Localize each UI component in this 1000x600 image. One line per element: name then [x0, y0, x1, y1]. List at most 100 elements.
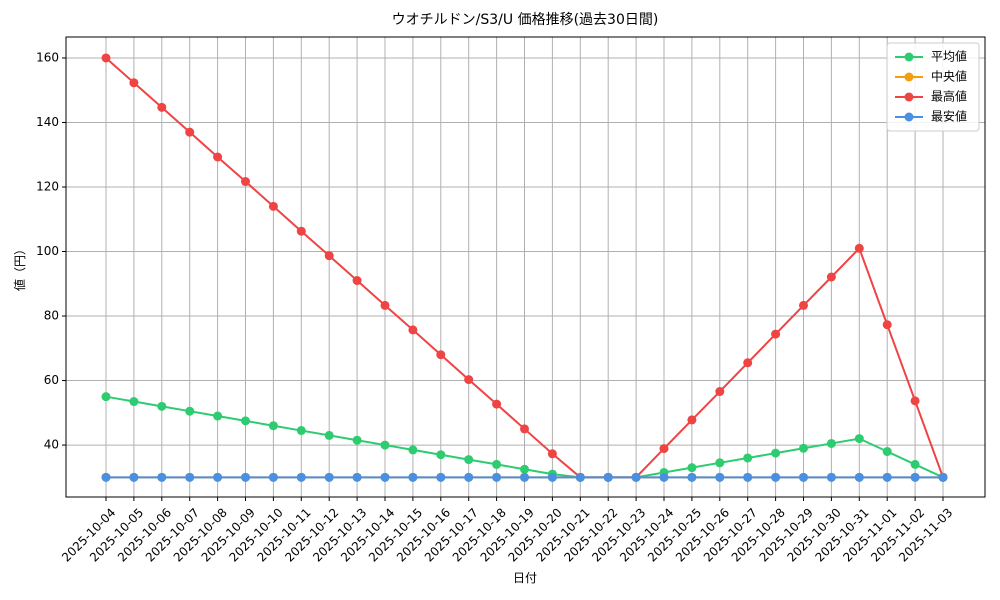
data-point [492, 399, 502, 409]
data-point [101, 392, 111, 402]
data-point [241, 472, 250, 482]
data-point [938, 472, 948, 482]
data-point [687, 472, 697, 482]
data-point [324, 430, 334, 440]
data-point [268, 201, 278, 211]
y-tick-label: 40 [44, 438, 59, 452]
data-point [520, 464, 529, 474]
legend-label: 最高値 [931, 89, 967, 104]
data-point [185, 472, 195, 482]
data-point [241, 416, 250, 426]
data-point [268, 421, 278, 431]
data-point [213, 411, 223, 421]
data-point [799, 472, 808, 482]
data-point [715, 458, 725, 468]
x-axis-label: 日付 [513, 571, 537, 585]
y-tick-label: 120 [36, 180, 59, 194]
legend-label: 中央値 [931, 69, 967, 84]
data-point [436, 472, 446, 482]
data-point [464, 455, 474, 465]
data-point [631, 472, 641, 482]
data-point [910, 472, 920, 482]
data-point [129, 472, 139, 482]
data-point [687, 463, 697, 473]
data-point [882, 320, 892, 330]
data-point [520, 472, 529, 482]
data-point [826, 272, 836, 282]
data-point [882, 447, 892, 457]
y-tick-label: 60 [44, 373, 59, 387]
legend-marker [904, 112, 914, 122]
data-point [771, 329, 781, 339]
data-point [408, 325, 418, 335]
data-point [296, 226, 306, 236]
chart-title: ウオチルドン/S3/U 価格推移(過去30日間) [392, 12, 659, 28]
data-point [743, 453, 753, 463]
data-point [380, 472, 390, 482]
data-point [771, 448, 781, 458]
data-point [799, 300, 808, 310]
y-tick-label: 80 [44, 309, 59, 323]
data-point [324, 472, 334, 482]
data-point [492, 459, 502, 469]
legend-marker [904, 72, 914, 82]
data-point [826, 472, 836, 482]
data-point [352, 435, 362, 445]
data-point [464, 472, 474, 482]
legend-label: 最安値 [931, 109, 967, 124]
legend-marker [904, 92, 914, 102]
data-point [826, 438, 836, 448]
y-tick-label: 160 [36, 50, 59, 64]
data-point [157, 401, 167, 411]
data-point [324, 251, 334, 261]
data-point [743, 358, 753, 368]
y-axis-label: 値（円） [12, 243, 27, 291]
data-point [910, 396, 920, 406]
legend-marker [904, 52, 914, 62]
data-point [380, 300, 390, 310]
data-point [547, 472, 557, 482]
data-point [910, 459, 920, 469]
data-point [296, 472, 306, 482]
data-point [157, 472, 167, 482]
data-point [436, 350, 446, 360]
data-point [436, 450, 446, 460]
y-tick-label: 140 [36, 115, 59, 129]
data-point [520, 424, 529, 434]
data-point [799, 443, 808, 453]
data-point [185, 127, 195, 137]
data-point [659, 472, 669, 482]
data-point [408, 472, 418, 482]
data-point [129, 78, 139, 88]
data-point [352, 276, 362, 286]
data-point [129, 397, 139, 407]
data-point [408, 445, 418, 455]
data-point [268, 472, 278, 482]
data-point [882, 472, 892, 482]
data-point [157, 102, 167, 112]
data-point [185, 406, 195, 416]
data-point [715, 387, 725, 397]
data-point [101, 472, 111, 482]
y-tick-label: 100 [36, 244, 59, 258]
data-point [687, 415, 697, 425]
data-point [771, 472, 781, 482]
data-point [352, 472, 362, 482]
data-point [659, 444, 669, 454]
data-point [464, 375, 474, 385]
data-point [854, 243, 864, 253]
data-point [492, 472, 502, 482]
data-point [575, 472, 585, 482]
legend-box [886, 42, 980, 132]
data-point [603, 472, 613, 482]
data-point [854, 472, 864, 482]
legend-label: 平均値 [931, 49, 967, 64]
data-point [743, 472, 753, 482]
data-point [241, 177, 250, 187]
data-point [854, 434, 864, 444]
data-point [715, 472, 725, 482]
data-point [213, 152, 223, 162]
plot-frame [65, 36, 986, 498]
